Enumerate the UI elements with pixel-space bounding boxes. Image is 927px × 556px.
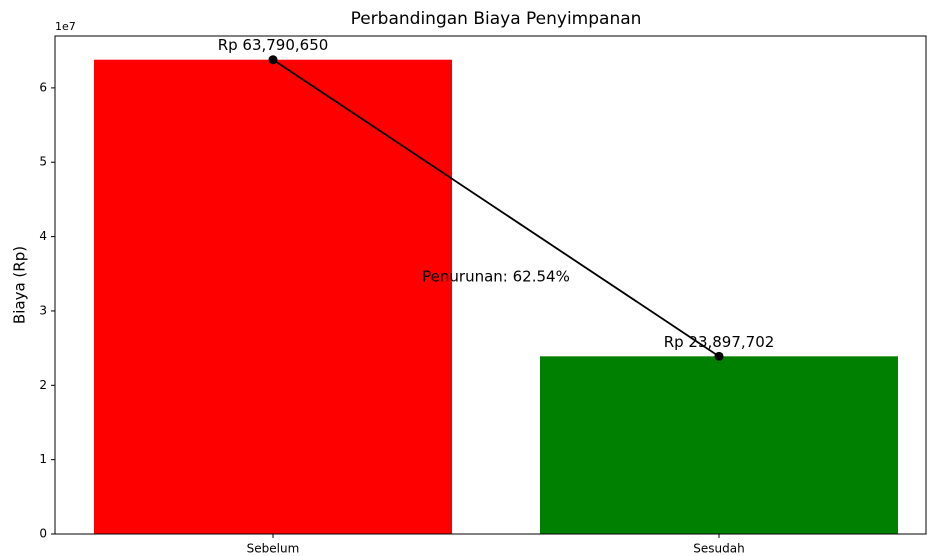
y-tick-label: 2 bbox=[39, 378, 47, 392]
bar bbox=[94, 59, 452, 535]
y-tick-label: 5 bbox=[39, 155, 47, 169]
y-tick-label: 1 bbox=[39, 452, 47, 466]
x-tick-label: Sesudah bbox=[693, 542, 744, 556]
connect-line bbox=[272, 58, 720, 358]
y-tick-label: 4 bbox=[39, 229, 47, 243]
x-tick-label: Sebelum bbox=[247, 542, 300, 556]
value-label: Rp 23,897,702 bbox=[664, 333, 775, 351]
point bbox=[714, 351, 724, 361]
y-axis-label: Biaya (Rp) bbox=[11, 246, 29, 324]
value-label: Rp 63,790,650 bbox=[218, 36, 329, 54]
annotation: Penurunan: 62.54% bbox=[422, 268, 570, 286]
y-tick-label: 6 bbox=[39, 80, 47, 94]
chart-title: Perbandingan Biaya Penyimpanan bbox=[351, 9, 642, 29]
point bbox=[268, 55, 278, 65]
y-tick-label: 3 bbox=[39, 303, 47, 317]
plot-frame bbox=[54, 35, 927, 535]
bar bbox=[540, 356, 898, 534]
offset-label: 1e7 bbox=[55, 20, 76, 33]
y-tick-label: 0 bbox=[39, 527, 47, 541]
